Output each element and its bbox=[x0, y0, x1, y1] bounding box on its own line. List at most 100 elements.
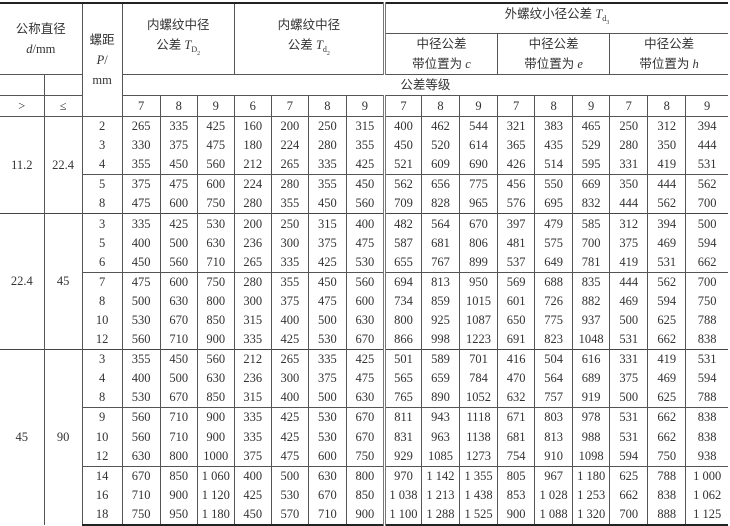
tolerance-value-cell: 701 bbox=[459, 349, 499, 370]
tolerance-value-cell: 335 bbox=[233, 427, 272, 447]
tolerance-value-cell: 710 bbox=[159, 407, 198, 428]
tolerance-value-cell: 900 bbox=[345, 504, 385, 526]
grade-header: 7 bbox=[609, 95, 649, 117]
diameter-max-cell: 45 bbox=[43, 213, 83, 350]
tolerance-value-cell: 700 bbox=[609, 504, 649, 526]
tolerance-value-cell: 560 bbox=[121, 407, 161, 428]
tolerance-value-cell: 700 bbox=[685, 194, 728, 214]
tolerance-value-cell: 419 bbox=[609, 252, 649, 273]
tolerance-value-cell: 200 bbox=[233, 213, 272, 234]
td2-internal-subsub: 2 bbox=[197, 50, 201, 57]
diameter-max-cell: 90 bbox=[43, 349, 83, 525]
tolerance-value-cell: 335 bbox=[121, 213, 161, 234]
tolerance-value-cell: 500 bbox=[159, 233, 198, 253]
tolerance-value-cell: 662 bbox=[647, 330, 687, 350]
tolerance-value-cell: 585 bbox=[572, 213, 611, 234]
td3-sub: d bbox=[602, 14, 607, 23]
tolerance-value-cell: 1 120 bbox=[196, 485, 235, 505]
tolerance-value-cell: 1 142 bbox=[420, 465, 461, 486]
tolerance-value-cell: 670 bbox=[345, 330, 385, 350]
tolerance-value-cell: 160 bbox=[233, 116, 272, 137]
grade-header: 9 bbox=[685, 95, 728, 117]
tolerance-value-cell: 788 bbox=[647, 465, 687, 486]
pitch-cell: 7 bbox=[81, 271, 123, 292]
tolerance-value-cell: 775 bbox=[459, 174, 499, 195]
tolerance-value-cell: 630 bbox=[345, 310, 385, 331]
pitch-cell: 8 bbox=[81, 388, 123, 408]
tolerance-value-cell: 630 bbox=[159, 291, 198, 311]
tolerance-value-cell: 335 bbox=[270, 252, 309, 273]
tolerance-value-cell: 562 bbox=[382, 174, 422, 195]
tolerance-value-cell: 569 bbox=[497, 271, 536, 292]
tolerance-value-cell: 335 bbox=[233, 407, 272, 428]
tolerance-value-cell: 943 bbox=[420, 407, 461, 428]
tolerance-value-cell: 530 bbox=[307, 330, 347, 350]
tolerance-value-cell: 630 bbox=[196, 369, 235, 389]
tolerance-value-cell: 330 bbox=[121, 136, 161, 156]
grade-header: 8 bbox=[534, 95, 574, 117]
tolerance-value-cell: 514 bbox=[534, 155, 574, 175]
tolerance-value-cell: 500 bbox=[121, 291, 161, 311]
tolerance-value-cell: 331 bbox=[609, 155, 649, 175]
tolerance-value-cell: 560 bbox=[345, 271, 385, 292]
tolerance-value-cell: 560 bbox=[121, 330, 161, 350]
tolerance-value-cell: 250 bbox=[609, 116, 649, 137]
table-row: 12 560 710 900 335 425 530 670 866 998 1223 691 823 1… bbox=[0, 330, 728, 350]
tolerance-value-cell: 501 bbox=[382, 349, 422, 370]
tolerance-value-cell: 614 bbox=[459, 136, 499, 156]
pitch-cell: 5 bbox=[81, 233, 123, 253]
tolerance-value-cell: 475 bbox=[345, 233, 385, 253]
tolerance-value-cell: 529 bbox=[572, 136, 611, 156]
tolerance-value-cell: 767 bbox=[420, 252, 461, 273]
tolerance-value-cell: 662 bbox=[647, 407, 687, 428]
pitch-cell: 16 bbox=[81, 485, 123, 505]
external-pitch-tolerance-header: 内螺纹中径 公差 Td2 bbox=[233, 2, 385, 75]
tolerance-value-cell: 1 038 bbox=[382, 485, 422, 505]
tolerance-value-cell: 890 bbox=[420, 388, 461, 408]
tolerance-value-cell: 681 bbox=[497, 427, 536, 447]
td2-internal-symbol: T bbox=[184, 37, 192, 52]
pitch-label: 螺距 bbox=[89, 33, 115, 47]
tolerance-value-cell: 265 bbox=[233, 252, 272, 273]
tolerance-value-cell: 1098 bbox=[572, 446, 611, 467]
tolerance-value-cell: 560 bbox=[196, 155, 235, 175]
tolerance-value-cell: 425 bbox=[270, 330, 309, 350]
tolerance-value-cell: 670 bbox=[307, 485, 347, 505]
tolerance-value-cell: 1 525 bbox=[459, 504, 499, 526]
tolerance-value-cell: 280 bbox=[270, 174, 309, 195]
tolerance-value-cell: 835 bbox=[572, 271, 611, 292]
tolerance-value-cell: 1085 bbox=[420, 446, 461, 467]
tolerance-value-cell: 355 bbox=[270, 194, 309, 214]
tolerance-value-cell: 400 bbox=[270, 388, 309, 408]
tolerance-value-cell: 530 bbox=[121, 388, 161, 408]
tolerance-value-cell: 670 bbox=[159, 388, 198, 408]
tolerance-value-cell: 530 bbox=[270, 485, 309, 505]
tolerance-value-cell: 562 bbox=[647, 271, 687, 292]
tolerance-value-cell: 355 bbox=[345, 136, 385, 156]
tolerance-value-cell: 375 bbox=[609, 369, 649, 389]
tolerance-value-cell: 355 bbox=[121, 349, 161, 370]
tolerance-value-cell: 470 bbox=[497, 369, 536, 389]
tolerance-value-cell: 425 bbox=[307, 252, 347, 273]
tolerance-value-cell: 465 bbox=[572, 116, 611, 137]
tolerance-value-cell: 450 bbox=[307, 194, 347, 214]
tolerance-value-cell: 520 bbox=[420, 136, 461, 156]
tolerance-value-cell: 482 bbox=[382, 213, 422, 234]
diameter-max-cell: 22.4 bbox=[43, 115, 83, 214]
tolerance-value-cell: 1 180 bbox=[196, 504, 235, 526]
tolerance-value-cell: 335 bbox=[159, 116, 198, 137]
pitch-cell: 3 bbox=[81, 213, 123, 234]
tolerance-value-cell: 475 bbox=[196, 136, 235, 156]
tolerance-value-cell: 1118 bbox=[459, 407, 499, 428]
table-row: 4 355 450 560 212 265 335 425 521 609 690 426 514 595… bbox=[0, 155, 728, 175]
tolerance-value-cell: 1 320 bbox=[572, 504, 611, 526]
tolerance-value-cell: 850 bbox=[159, 465, 198, 486]
tolerance-value-cell: 750 bbox=[685, 291, 728, 311]
tolerance-value-cell: 450 bbox=[121, 252, 161, 273]
less-equal-header: ≤ bbox=[43, 95, 83, 117]
tolerance-value-cell: 734 bbox=[382, 291, 422, 311]
pitch-cell: 4 bbox=[81, 369, 123, 389]
grade-header: 7 bbox=[497, 95, 536, 117]
tolerance-value-cell: 709 bbox=[382, 194, 422, 214]
tolerance-value-cell: 375 bbox=[609, 233, 649, 253]
